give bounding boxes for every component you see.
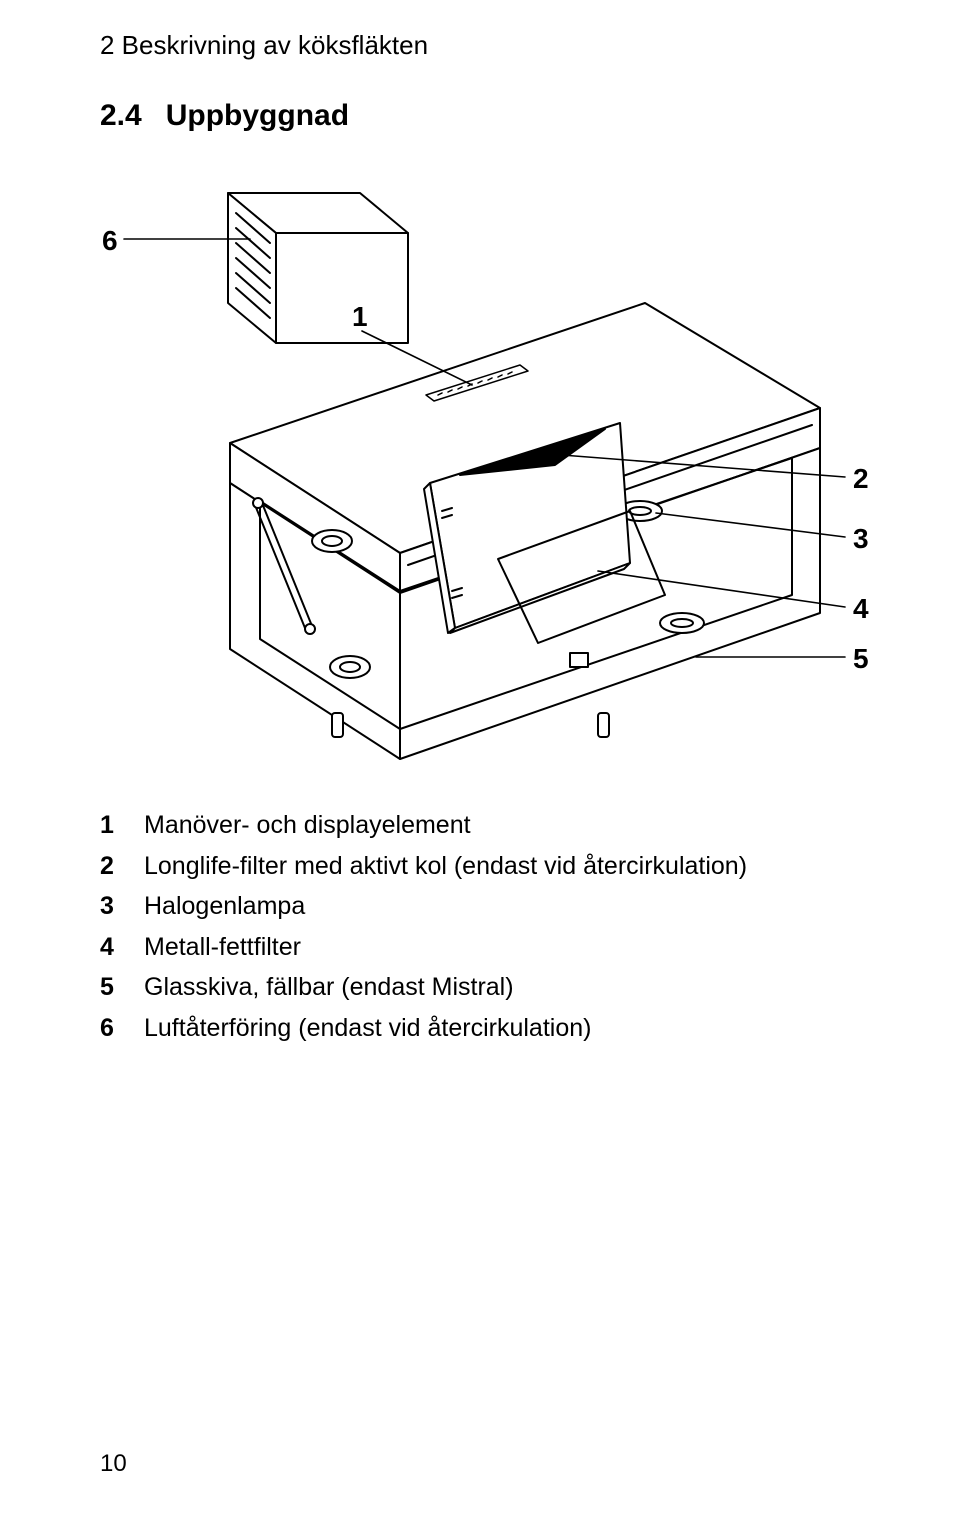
legend-text: Metall-fettfilter [144, 927, 301, 968]
legend-num: 3 [100, 886, 144, 927]
chapter-title: 2 Beskrivning av köksfläkten [100, 30, 880, 61]
legend-num: 1 [100, 805, 144, 846]
legend-row: 4Metall-fettfilter [100, 927, 880, 968]
callout-6: 6 [102, 225, 118, 257]
callout-2: 2 [853, 463, 869, 495]
section-title: 2.4 Uppbyggnad [100, 99, 880, 133]
callout-5: 5 [853, 643, 869, 675]
legend-row: 3Halogenlampa [100, 886, 880, 927]
legend-text: Luftåterföring (endast vid återcirkulati… [144, 1008, 591, 1049]
legend-text: Halogenlampa [144, 886, 305, 927]
legend-row: 5Glasskiva, fällbar (endast Mistral) [100, 967, 880, 1008]
page-number: 10 [100, 1450, 127, 1478]
legend-num: 6 [100, 1008, 144, 1049]
legend: 1Manöver- och displayelement 2Longlife-f… [100, 805, 880, 1048]
legend-text: Glasskiva, fällbar (endast Mistral) [144, 967, 514, 1008]
legend-num: 2 [100, 846, 144, 887]
callout-3: 3 [853, 523, 869, 555]
legend-row: 6Luftåterföring (endast vid återcirkulat… [100, 1008, 880, 1049]
callout-4: 4 [853, 593, 869, 625]
callout-1: 1 [352, 301, 368, 333]
section-name: Uppbyggnad [166, 99, 349, 132]
diagram: 6 1 2 3 4 5 [100, 173, 870, 783]
legend-num: 4 [100, 927, 144, 968]
legend-row: 1Manöver- och displayelement [100, 805, 880, 846]
hood-illustration [100, 173, 870, 783]
section-number: 2.4 [100, 99, 142, 132]
legend-num: 5 [100, 967, 144, 1008]
legend-text: Manöver- och displayelement [144, 805, 471, 846]
legend-row: 2Longlife-filter med aktivt kol (endast … [100, 846, 880, 887]
legend-text: Longlife-filter med aktivt kol (endast v… [144, 846, 747, 887]
